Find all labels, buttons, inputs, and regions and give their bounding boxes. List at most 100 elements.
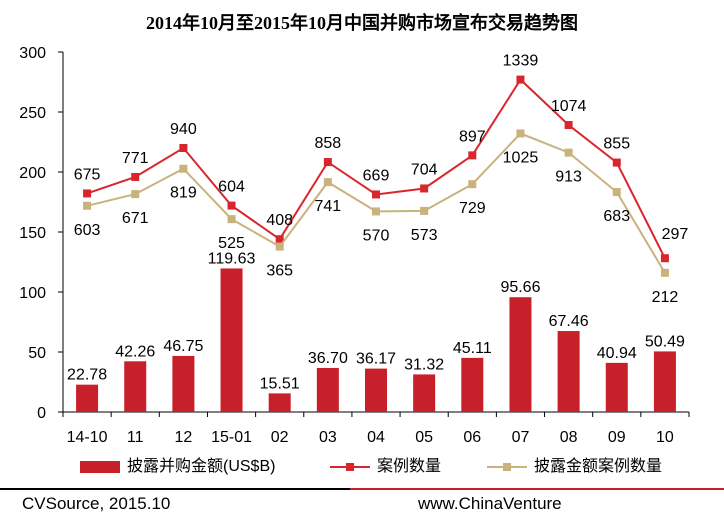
x-tick-label-03: 03 bbox=[319, 429, 337, 446]
y-tick-label-0: 0 bbox=[37, 405, 46, 422]
bar-10 bbox=[653, 351, 676, 412]
disclosed-case-count-point-10 bbox=[660, 268, 669, 277]
bar-label-07: 95.66 bbox=[500, 279, 540, 296]
bar-03 bbox=[316, 367, 339, 412]
disclosed-case-count-label-05: 573 bbox=[411, 227, 438, 244]
case-count-point-08 bbox=[564, 121, 573, 130]
case-count-label-15-01: 604 bbox=[218, 179, 245, 196]
case-count-label-10: 297 bbox=[662, 226, 689, 243]
case-count-label-07: 1339 bbox=[503, 53, 539, 70]
disclosed-case-count-point-15-01 bbox=[227, 215, 236, 224]
disclosed-case-count-label-03: 741 bbox=[314, 198, 341, 215]
x-tick-label-09: 09 bbox=[608, 429, 626, 446]
bar-label-03: 36.70 bbox=[308, 350, 348, 367]
y-tick-label-150: 150 bbox=[19, 225, 46, 242]
disclosed-case-count-point-11 bbox=[131, 190, 140, 199]
x-tick-label-08: 08 bbox=[560, 429, 578, 446]
bar-label-04: 36.17 bbox=[356, 351, 396, 368]
disclosed-case-count-point-14-10 bbox=[83, 201, 92, 210]
x-tick-label-04: 04 bbox=[367, 429, 385, 446]
bar-05 bbox=[413, 374, 436, 412]
y-tick-label-300: 300 bbox=[19, 45, 46, 62]
legend-label-disclosed-amount: 披露并购金额(US$B) bbox=[127, 458, 276, 475]
case-count-point-05 bbox=[420, 184, 429, 193]
legend-item-disclosed-case-count: 披露金额案例数量 bbox=[487, 458, 707, 476]
disclosed-case-count-point-09 bbox=[612, 188, 621, 197]
case-count-label-05: 704 bbox=[411, 161, 438, 178]
disclosed-case-count-point-08 bbox=[564, 148, 573, 157]
bar-07 bbox=[509, 297, 532, 412]
footer-rule-left bbox=[0, 488, 350, 490]
disclosed-case-count-label-10: 212 bbox=[652, 289, 679, 306]
case-count-label-14-10: 675 bbox=[74, 166, 101, 183]
legend-item-disclosed-amount: 披露并购金额(US$B) bbox=[80, 458, 320, 476]
x-tick-label-06: 06 bbox=[463, 429, 481, 446]
bar-08 bbox=[557, 331, 580, 412]
bar-15-01 bbox=[220, 268, 243, 412]
case-count-point-03 bbox=[323, 158, 332, 167]
bar-label-14-10: 22.78 bbox=[67, 367, 107, 384]
bar-label-09: 40.94 bbox=[597, 345, 637, 362]
case-count-point-07 bbox=[516, 75, 525, 84]
disclosed-case-count-label-02: 365 bbox=[266, 263, 293, 280]
disclosed-case-count-label-15-01: 525 bbox=[218, 235, 245, 252]
bar-label-10: 50.49 bbox=[645, 333, 685, 350]
disclosed-case-count-point-12 bbox=[179, 164, 188, 173]
case-count-label-02: 408 bbox=[266, 212, 293, 229]
bar-09 bbox=[605, 362, 628, 412]
x-tick-label-11: 11 bbox=[127, 429, 144, 446]
case-count-label-03: 858 bbox=[314, 135, 341, 152]
disclosed-case-count-label-12: 819 bbox=[170, 185, 197, 202]
case-count-label-06: 897 bbox=[459, 128, 486, 145]
case-count-label-08: 1074 bbox=[551, 98, 587, 115]
chart-title: 2014年10月至2015年10月中国并购市场宣布交易趋势图 bbox=[146, 13, 578, 33]
x-tick-label-14-10: 14-10 bbox=[67, 429, 108, 446]
case-count-point-06 bbox=[468, 151, 477, 160]
disclosed-case-count-point-02 bbox=[275, 242, 284, 251]
disclosed-case-count-label-14-10: 603 bbox=[74, 222, 101, 239]
y-tick-label-250: 250 bbox=[19, 105, 46, 122]
legend-swatch-disclosed-case-count bbox=[487, 458, 527, 476]
y-tick-label-100: 100 bbox=[19, 285, 46, 302]
bar-label-02: 15.51 bbox=[260, 375, 300, 392]
x-tick-label-02: 02 bbox=[271, 429, 289, 446]
case-count-point-14-10 bbox=[83, 189, 92, 198]
bar-label-08: 67.46 bbox=[549, 313, 589, 330]
case-count-point-12 bbox=[179, 144, 188, 152]
x-tick-label-15-01: 15-01 bbox=[211, 429, 252, 446]
legend-swatch-disclosed-amount bbox=[80, 461, 120, 473]
case-count-point-02 bbox=[275, 235, 284, 244]
case-count-point-09 bbox=[612, 158, 621, 167]
legend-label-disclosed-case-count: 披露金额案例数量 bbox=[534, 458, 663, 475]
case-count-label-04: 669 bbox=[363, 167, 390, 184]
legend-label-case-count: 案例数量 bbox=[377, 458, 442, 475]
bar-label-11: 42.26 bbox=[115, 343, 155, 360]
bar-12 bbox=[172, 355, 195, 412]
bar-14-10 bbox=[76, 384, 99, 412]
bar-11 bbox=[124, 361, 147, 412]
y-tick-label-200: 200 bbox=[19, 165, 46, 182]
bar-04 bbox=[365, 368, 387, 412]
x-tick-label-12: 12 bbox=[174, 429, 192, 446]
legend-swatch-case-count bbox=[330, 458, 370, 476]
bar-02 bbox=[268, 393, 291, 412]
disclosed-case-count-label-07: 1025 bbox=[503, 149, 539, 166]
x-tick-label-10: 10 bbox=[656, 429, 674, 446]
legend-marker-case-count bbox=[346, 463, 354, 471]
disclosed-case-count-label-09: 683 bbox=[603, 208, 630, 225]
disclosed-case-count-label-11: 671 bbox=[122, 210, 149, 227]
case-count-label-12: 940 bbox=[170, 121, 197, 138]
case-count-point-10 bbox=[660, 254, 669, 263]
case-count-point-11 bbox=[131, 172, 140, 181]
case-count-label-11: 771 bbox=[122, 150, 149, 167]
footer-source: CVSource, 2015.10 bbox=[22, 494, 171, 513]
disclosed-case-count-label-08: 913 bbox=[555, 169, 582, 186]
disclosed-case-count-point-03 bbox=[323, 178, 332, 187]
disclosed-case-count-label-04: 570 bbox=[363, 227, 390, 244]
legend-marker-disclosed-case-count bbox=[503, 463, 511, 471]
bar-06 bbox=[461, 357, 484, 412]
footer-site: www.ChinaVenture bbox=[418, 494, 562, 513]
disclosed-case-count-point-05 bbox=[420, 206, 429, 215]
